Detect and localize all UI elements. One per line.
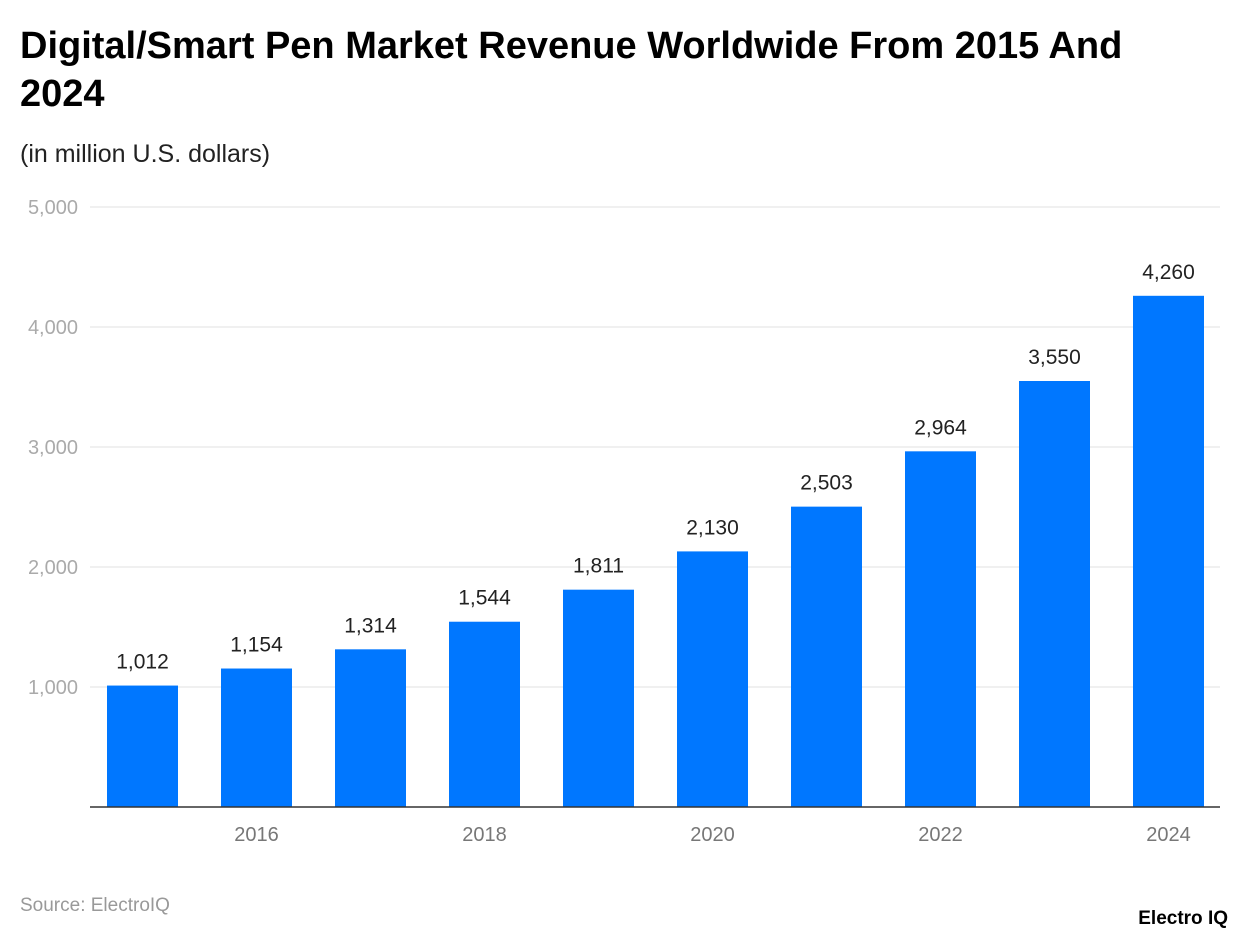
data-label: 3,550 — [1028, 346, 1081, 369]
source-note: Source: ElectroIQ — [20, 895, 170, 916]
data-label: 1,314 — [344, 614, 397, 637]
y-tick-label: 2,000 — [28, 557, 78, 579]
data-label: 2,503 — [800, 472, 853, 495]
data-label: 1,012 — [116, 651, 169, 674]
bar-2018 — [449, 621, 520, 807]
chart-title: Digital/Smart Pen Market Revenue Worldwi… — [20, 25, 1123, 115]
bar-2024 — [1133, 295, 1204, 807]
x-tick-label: 2022 — [918, 824, 963, 846]
bar-2015 — [107, 685, 178, 807]
data-label: 2,130 — [686, 516, 739, 539]
y-tick-label: 4,000 — [28, 317, 78, 339]
data-label: 2,964 — [914, 416, 967, 439]
data-label: 1,544 — [458, 587, 511, 610]
y-tick-label: 5,000 — [28, 197, 78, 219]
y-tick-label: 1,000 — [28, 677, 78, 699]
bar-2016 — [221, 668, 292, 807]
x-tick-label: 2024 — [1146, 824, 1191, 846]
chart-subtitle: (in million U.S. dollars) — [20, 140, 271, 168]
bar-2019 — [563, 589, 634, 807]
data-label: 1,811 — [573, 555, 624, 578]
bar-2020 — [677, 551, 748, 807]
bar-2023 — [1019, 381, 1090, 807]
x-tick-label: 2020 — [690, 824, 735, 846]
y-tick-label: 3,000 — [28, 437, 78, 459]
bar-2017 — [335, 649, 406, 807]
bar-2021 — [791, 506, 862, 807]
x-tick-label: 2016 — [234, 824, 279, 846]
data-label: 4,260 — [1142, 261, 1195, 284]
electroiq-logo: Electro IQ — [1138, 908, 1228, 929]
bar-2022 — [905, 451, 976, 807]
x-tick-label: 2018 — [462, 824, 507, 846]
data-label: 1,154 — [230, 634, 283, 657]
